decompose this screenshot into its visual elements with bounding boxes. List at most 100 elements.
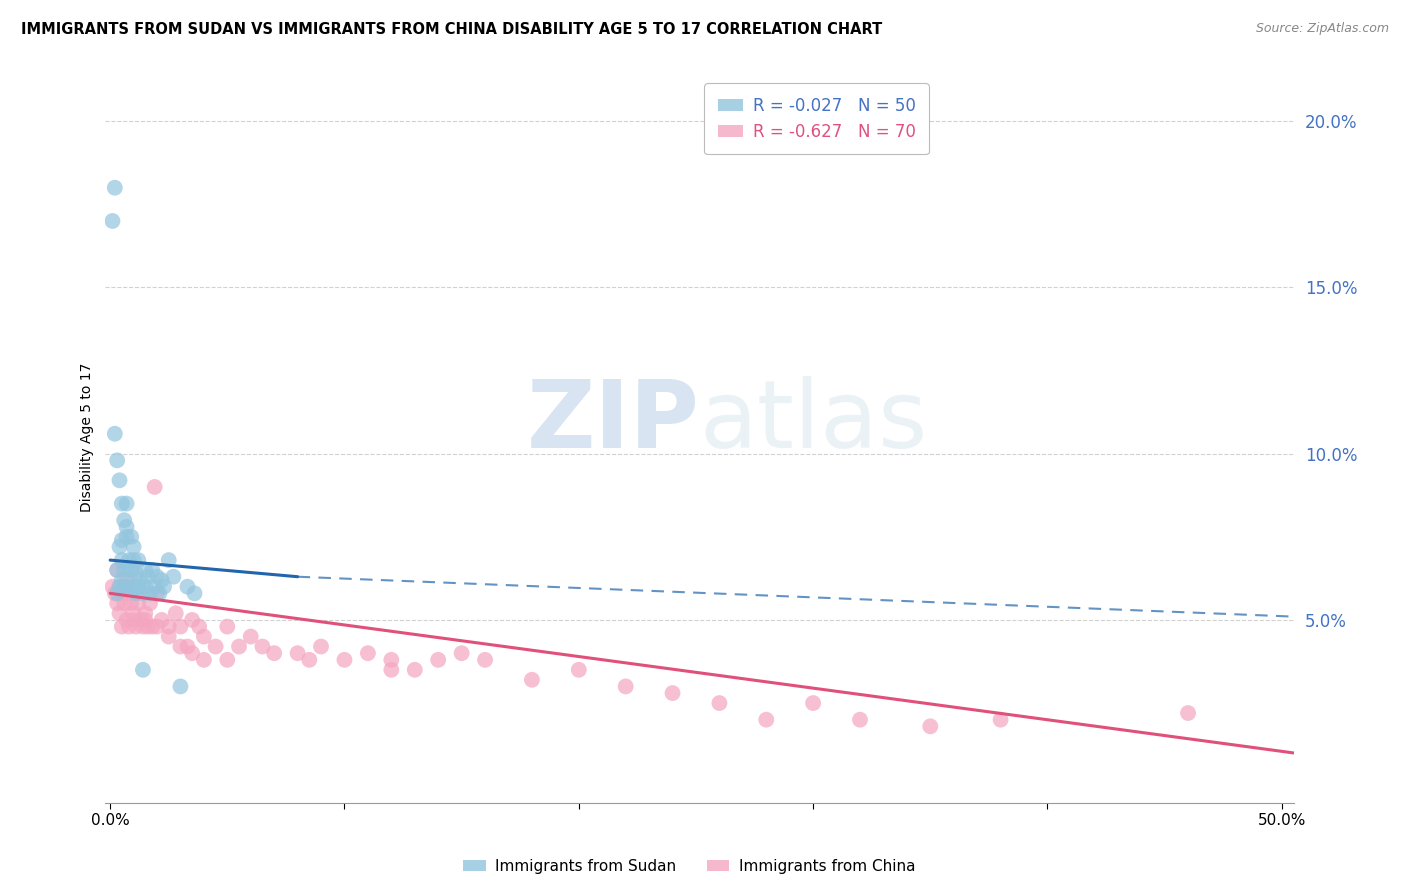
Point xyxy=(122,607,145,621)
Point xyxy=(1177,706,1199,720)
Point xyxy=(118,580,141,594)
Point xyxy=(120,596,142,610)
Point xyxy=(183,586,205,600)
Point xyxy=(104,180,127,194)
Point xyxy=(104,586,127,600)
Point xyxy=(132,663,155,677)
Point xyxy=(150,573,173,587)
Point xyxy=(120,530,142,544)
Point xyxy=(709,696,731,710)
Point xyxy=(568,663,591,677)
Point xyxy=(120,563,142,577)
Point xyxy=(129,613,152,627)
Point xyxy=(157,630,180,644)
Point xyxy=(134,563,156,577)
Point xyxy=(139,596,162,610)
Point xyxy=(193,653,215,667)
Point xyxy=(193,630,215,644)
Legend: Immigrants from Sudan, Immigrants from China: Immigrants from Sudan, Immigrants from C… xyxy=(457,853,921,880)
Point xyxy=(357,646,380,660)
Point xyxy=(141,563,163,577)
Point xyxy=(125,580,148,594)
Point xyxy=(108,580,131,594)
Point xyxy=(134,607,156,621)
Point xyxy=(122,580,145,594)
Point xyxy=(112,563,135,577)
Point xyxy=(157,619,180,633)
Point xyxy=(181,646,204,660)
Point xyxy=(125,586,148,600)
Point xyxy=(125,619,148,633)
Point xyxy=(614,680,637,694)
Point xyxy=(298,653,321,667)
Point xyxy=(127,596,149,610)
Point xyxy=(252,640,274,654)
Point xyxy=(474,653,496,667)
Text: ZIP: ZIP xyxy=(527,376,700,468)
Point xyxy=(263,646,285,660)
Point xyxy=(105,596,128,610)
Point xyxy=(115,573,138,587)
Point xyxy=(228,640,250,654)
Point xyxy=(101,214,124,228)
Point xyxy=(127,580,149,594)
Point xyxy=(101,580,124,594)
Point xyxy=(920,719,942,733)
Point xyxy=(450,646,472,660)
Point xyxy=(132,586,155,600)
Point xyxy=(104,426,127,441)
Point xyxy=(520,673,543,687)
Text: Source: ZipAtlas.com: Source: ZipAtlas.com xyxy=(1256,22,1389,36)
Point xyxy=(143,480,166,494)
Point xyxy=(108,540,131,554)
Point xyxy=(801,696,824,710)
Point xyxy=(176,640,198,654)
Point xyxy=(181,613,204,627)
Point xyxy=(120,563,142,577)
Point xyxy=(333,653,356,667)
Point xyxy=(112,580,135,594)
Point xyxy=(112,596,135,610)
Point xyxy=(169,640,191,654)
Point xyxy=(188,619,211,633)
Point xyxy=(165,607,187,621)
Point xyxy=(755,713,778,727)
Point xyxy=(132,619,155,633)
Point xyxy=(239,630,262,644)
Point xyxy=(150,613,173,627)
Point xyxy=(112,580,135,594)
Point xyxy=(125,566,148,581)
Point xyxy=(111,573,134,587)
Point xyxy=(105,563,128,577)
Point xyxy=(115,497,138,511)
Point xyxy=(108,607,131,621)
Point xyxy=(129,573,152,587)
Point xyxy=(134,580,156,594)
Point xyxy=(204,640,226,654)
Point xyxy=(139,586,162,600)
Point xyxy=(309,640,332,654)
Point xyxy=(111,497,134,511)
Point xyxy=(169,619,191,633)
Point xyxy=(122,553,145,567)
Point xyxy=(404,663,426,677)
Point xyxy=(115,520,138,534)
Legend: R = -0.027   N = 50, R = -0.627   N = 70: R = -0.027 N = 50, R = -0.627 N = 70 xyxy=(704,83,929,154)
Point xyxy=(990,713,1012,727)
Point xyxy=(136,570,159,584)
Text: atlas: atlas xyxy=(700,376,928,468)
Point xyxy=(108,473,131,487)
Point xyxy=(287,646,309,660)
Point xyxy=(146,570,169,584)
Point xyxy=(105,586,128,600)
Point xyxy=(217,653,239,667)
Point xyxy=(169,680,191,694)
Point xyxy=(380,653,402,667)
Point xyxy=(108,580,131,594)
Point xyxy=(134,613,156,627)
Point xyxy=(111,533,134,548)
Point xyxy=(122,540,145,554)
Point xyxy=(427,653,450,667)
Point xyxy=(157,553,180,567)
Point xyxy=(111,619,134,633)
